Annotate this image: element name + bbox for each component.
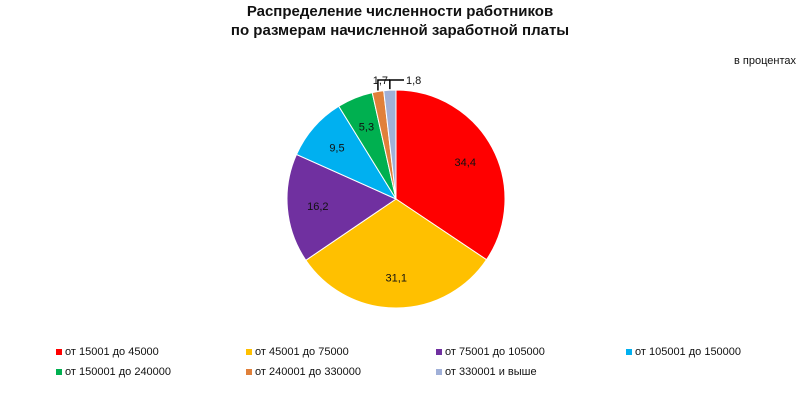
data-label: 34,4 [455,157,476,169]
legend-item: от 105001 до 150000 [626,346,796,358]
unit-label: в процентах [734,55,796,67]
legend-label: от 150001 до 240000 [65,366,172,378]
pie-slice [395,89,506,261]
legend-item: от 45001 до 75000 [246,346,436,358]
legend-label: от 15001 до 45000 [65,346,159,358]
pie-slice [305,198,488,309]
legend-swatch [246,369,252,375]
legend-swatch [56,369,62,375]
data-label: 31,1 [386,272,407,284]
legend-label: от 75001 до 105000 [445,346,545,358]
legend-label: от 45001 до 75000 [255,346,349,358]
pie-slice [286,153,398,261]
pie-slice [383,89,397,200]
leader-line [389,79,404,90]
chart-title-line-1: Распределение численности работников [246,3,554,20]
legend-item: от 240001 до 330000 [246,366,436,378]
data-label: 1,8 [406,75,421,87]
chart-title-line-2: по размерам начисленной заработной платы [230,22,570,39]
legend-label: от 240001 до 330000 [255,366,362,378]
legend-swatch [56,349,62,355]
leader-line [377,79,390,91]
legend-item: от 15001 до 45000 [56,346,246,358]
legend-swatch [246,349,252,355]
legend-item: от 75001 до 105000 [436,346,626,358]
legend: от 15001 до 45000 от 45001 до 75000 от 750… [56,346,796,378]
data-label: 9,5 [329,142,344,154]
legend-label: от 330001 и выше [445,366,537,378]
legend-label: от 105001 до 150000 [635,346,742,358]
data-label: 5,3 [359,121,374,133]
data-label: 16,2 [307,201,328,213]
legend-item: от 330001 и выше [436,366,626,378]
legend-item: от 150001 до 240000 [56,366,246,378]
legend-swatch [436,369,442,375]
legend-swatch [626,349,632,355]
legend-swatch [436,349,442,355]
data-label: 1,7 [373,75,388,87]
